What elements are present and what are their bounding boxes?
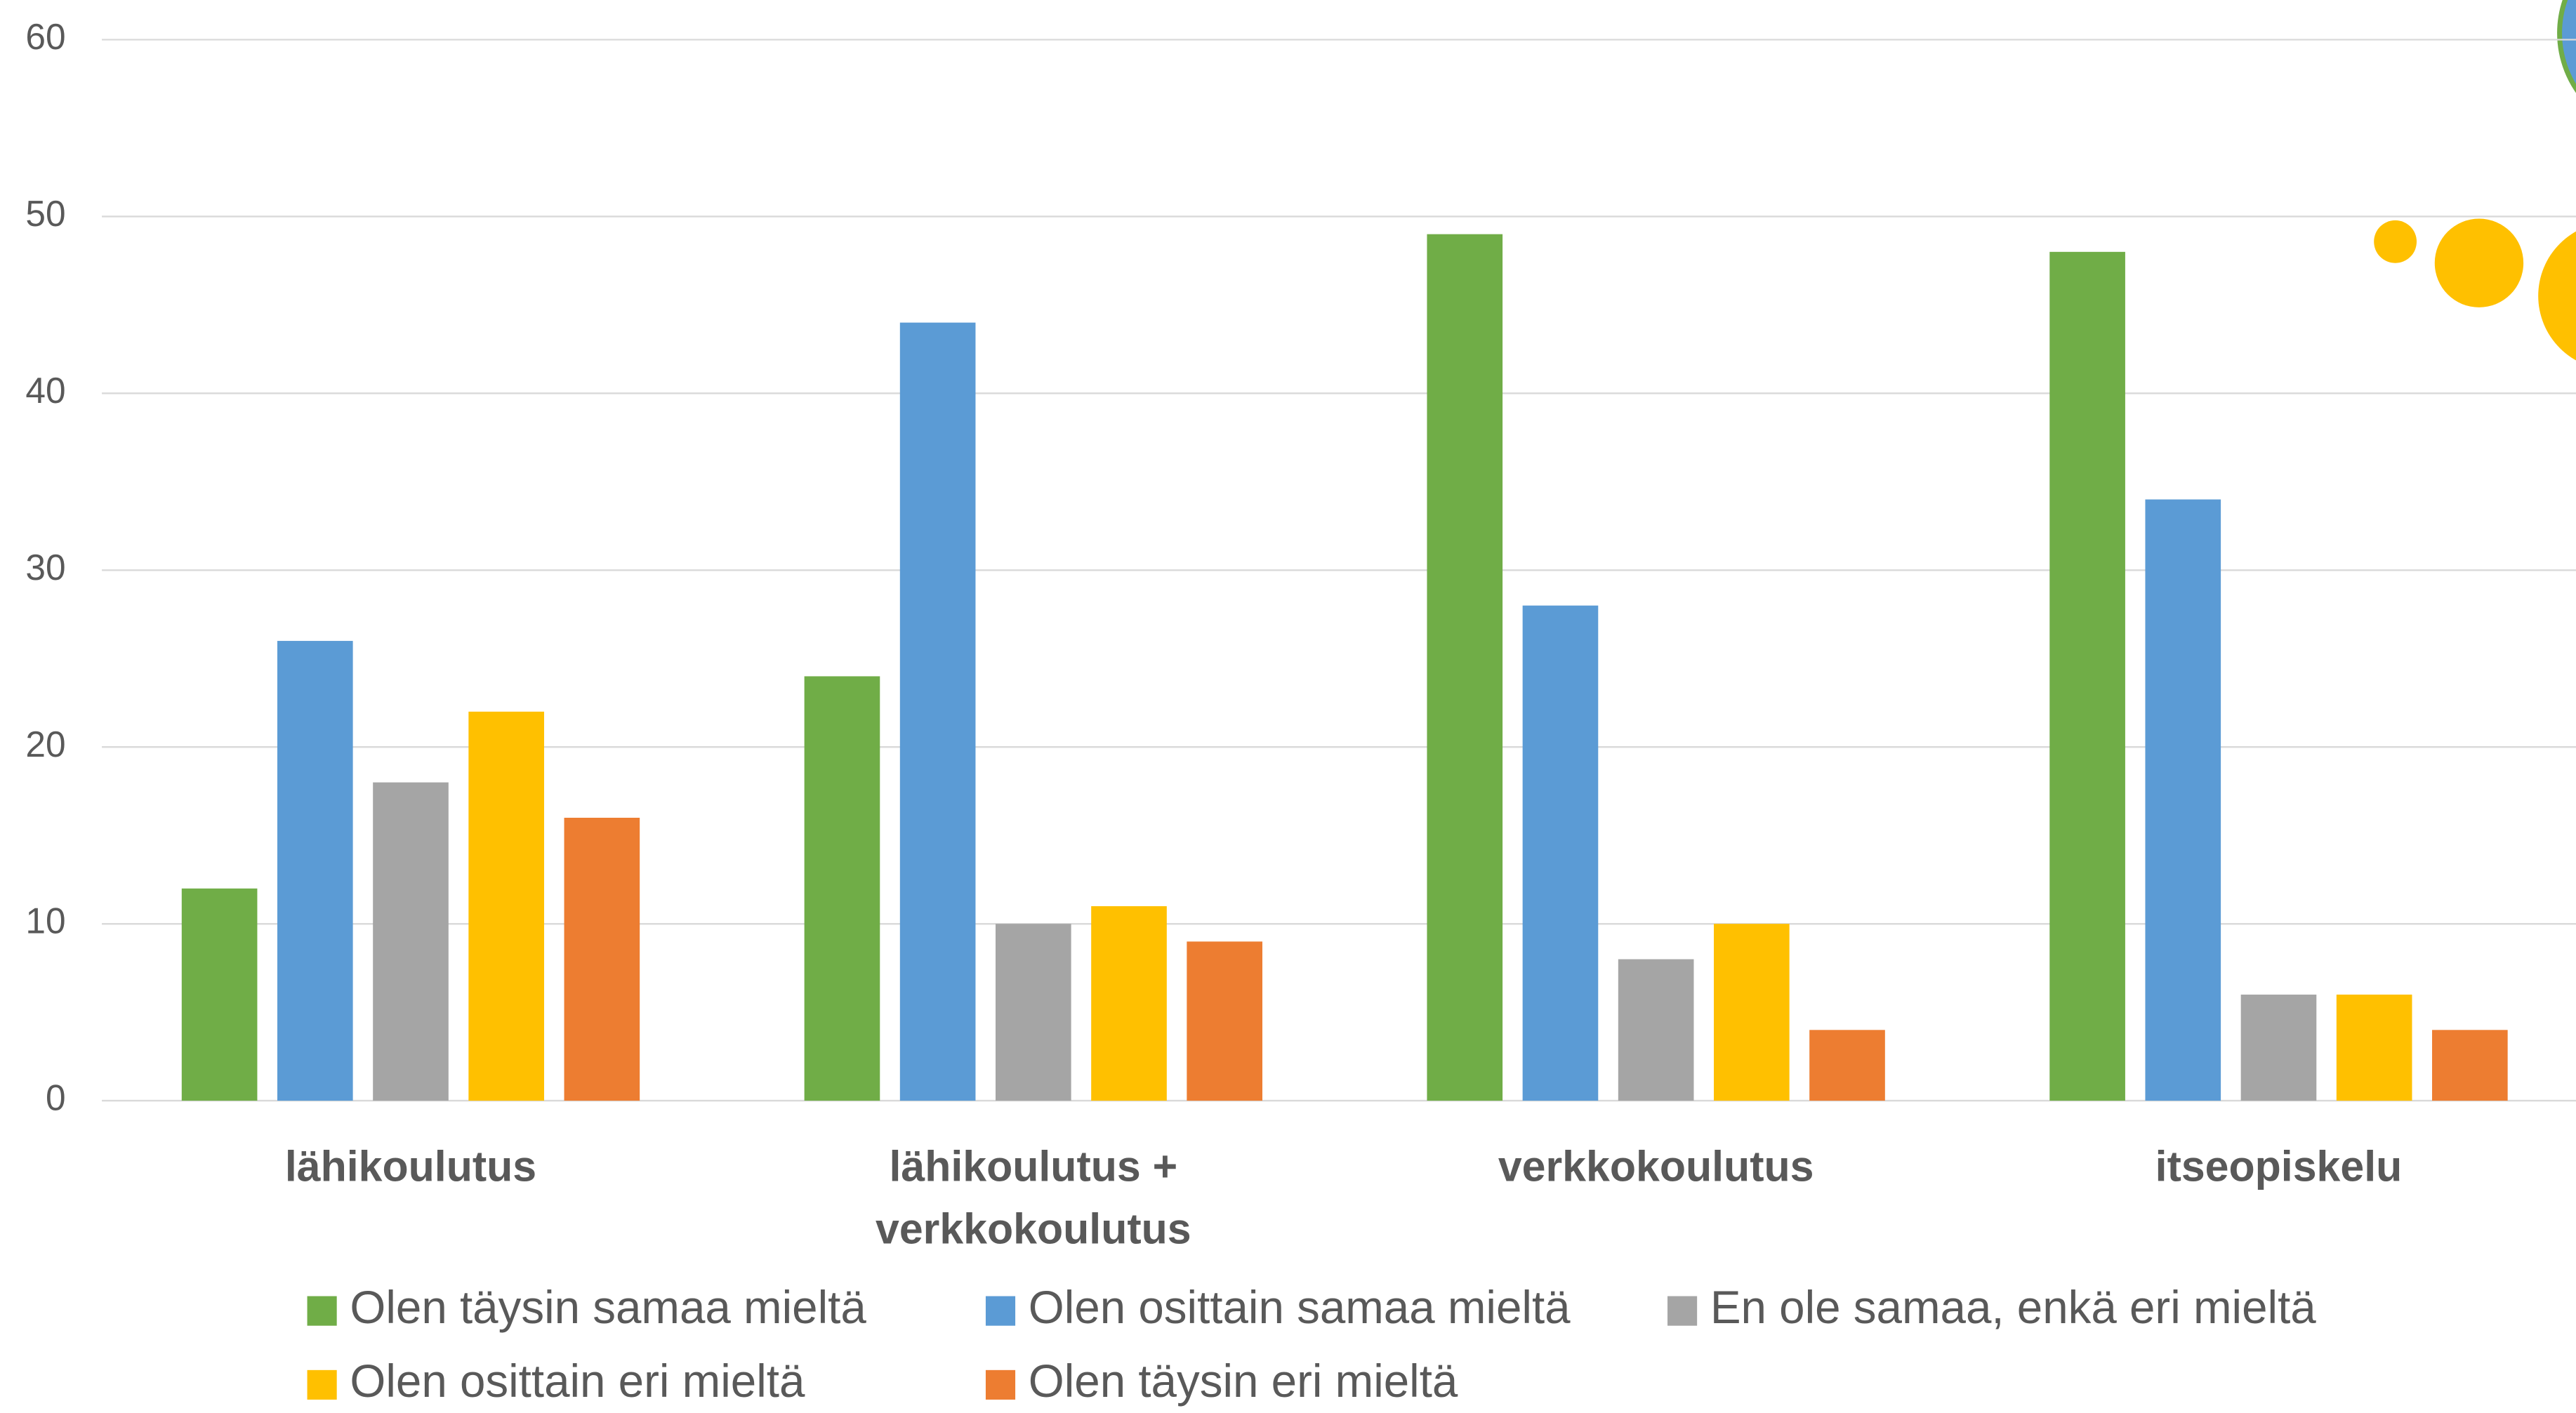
y-tick-label: 30 <box>25 547 65 588</box>
y-tick-label: 0 <box>46 1077 66 1118</box>
bar <box>1714 924 1790 1101</box>
x-tick-label: itseopiskelu <box>2155 1142 2403 1190</box>
y-tick-label: 10 <box>25 901 65 941</box>
bar <box>2241 995 2317 1101</box>
bar <box>373 783 449 1101</box>
bar <box>1809 1030 1885 1101</box>
bar <box>1618 960 1694 1101</box>
x-tick-label: lähikoulutus +verkkokoulutus <box>876 1142 1191 1252</box>
bar <box>996 924 1071 1101</box>
legend-swatch <box>1667 1296 1697 1326</box>
legend-swatch <box>986 1370 1015 1400</box>
bar <box>468 712 544 1101</box>
bar <box>1187 941 1262 1101</box>
decor-dot <box>2538 222 2576 370</box>
bar <box>1091 906 1167 1101</box>
y-tick-label: 50 <box>25 193 65 234</box>
bar <box>277 641 353 1101</box>
y-tick-label: 40 <box>25 370 65 411</box>
bar <box>1427 234 1502 1101</box>
legend-label: Olen osittain samaa mieltä <box>1029 1282 1571 1333</box>
decor-dot <box>2374 220 2417 263</box>
page: {"chart_data": {"type": "bar", "categori… <box>0 0 2576 1413</box>
bar <box>2337 995 2412 1101</box>
bar <box>805 676 880 1101</box>
x-tick-label: lähikoulutus <box>285 1142 536 1190</box>
legend-label: Olen täysin eri mieltä <box>1029 1355 1458 1407</box>
bar <box>900 323 976 1101</box>
decor-dot <box>2435 219 2523 307</box>
legend-label: Olen osittain eri mieltä <box>350 1355 805 1407</box>
y-tick-label: 60 <box>25 16 65 57</box>
legend-swatch <box>986 1296 1015 1326</box>
bar <box>2145 500 2221 1101</box>
bar <box>182 889 258 1101</box>
bar <box>564 818 640 1101</box>
bar <box>1523 606 1599 1101</box>
decor-dot <box>2560 0 2576 135</box>
legend-swatch <box>308 1296 337 1326</box>
legend-swatch <box>308 1370 337 1400</box>
legend-label: Olen täysin samaa mieltä <box>350 1282 866 1333</box>
bar <box>2432 1030 2508 1101</box>
decoration <box>2374 0 2576 370</box>
bar <box>2049 252 2125 1101</box>
chart: 0 10 20 30 40 50 60 lähikoulutus lähikoulutus +v… <box>0 0 2576 1413</box>
legend-label: En ole samaa, enkä eri mieltä <box>1710 1282 2316 1333</box>
y-tick-label: 20 <box>25 724 65 764</box>
x-tick-label: verkkokoulutus <box>1498 1142 1814 1190</box>
